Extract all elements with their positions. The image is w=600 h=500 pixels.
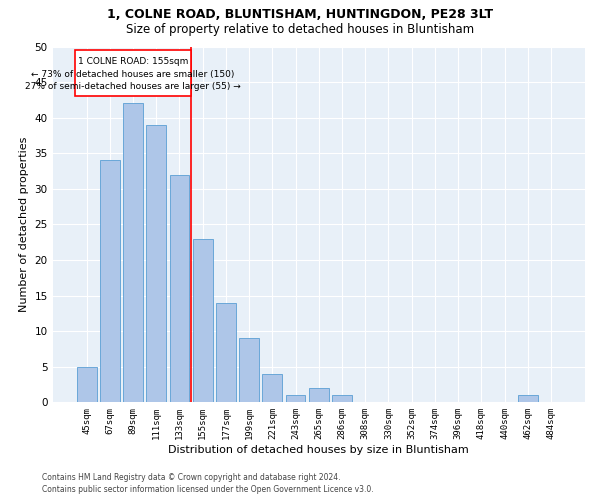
Bar bbox=[146, 125, 166, 402]
Bar bbox=[332, 395, 352, 402]
FancyBboxPatch shape bbox=[75, 50, 191, 96]
Bar bbox=[216, 302, 236, 402]
Text: 27% of semi-detached houses are larger (55) →: 27% of semi-detached houses are larger (… bbox=[25, 82, 241, 91]
Bar bbox=[262, 374, 282, 402]
Bar bbox=[170, 174, 190, 402]
Text: Size of property relative to detached houses in Bluntisham: Size of property relative to detached ho… bbox=[126, 22, 474, 36]
Bar bbox=[286, 395, 305, 402]
Bar bbox=[193, 238, 212, 402]
X-axis label: Distribution of detached houses by size in Bluntisham: Distribution of detached houses by size … bbox=[169, 445, 469, 455]
Text: ← 73% of detached houses are smaller (150): ← 73% of detached houses are smaller (15… bbox=[31, 70, 235, 79]
Bar bbox=[77, 367, 97, 402]
Bar bbox=[123, 104, 143, 403]
Y-axis label: Number of detached properties: Number of detached properties bbox=[19, 136, 29, 312]
Bar bbox=[100, 160, 120, 402]
Bar bbox=[518, 395, 538, 402]
Bar bbox=[309, 388, 329, 402]
Text: 1 COLNE ROAD: 155sqm: 1 COLNE ROAD: 155sqm bbox=[78, 57, 188, 66]
Bar bbox=[239, 338, 259, 402]
Text: Contains HM Land Registry data © Crown copyright and database right 2024.
Contai: Contains HM Land Registry data © Crown c… bbox=[42, 472, 374, 494]
Text: 1, COLNE ROAD, BLUNTISHAM, HUNTINGDON, PE28 3LT: 1, COLNE ROAD, BLUNTISHAM, HUNTINGDON, P… bbox=[107, 8, 493, 20]
